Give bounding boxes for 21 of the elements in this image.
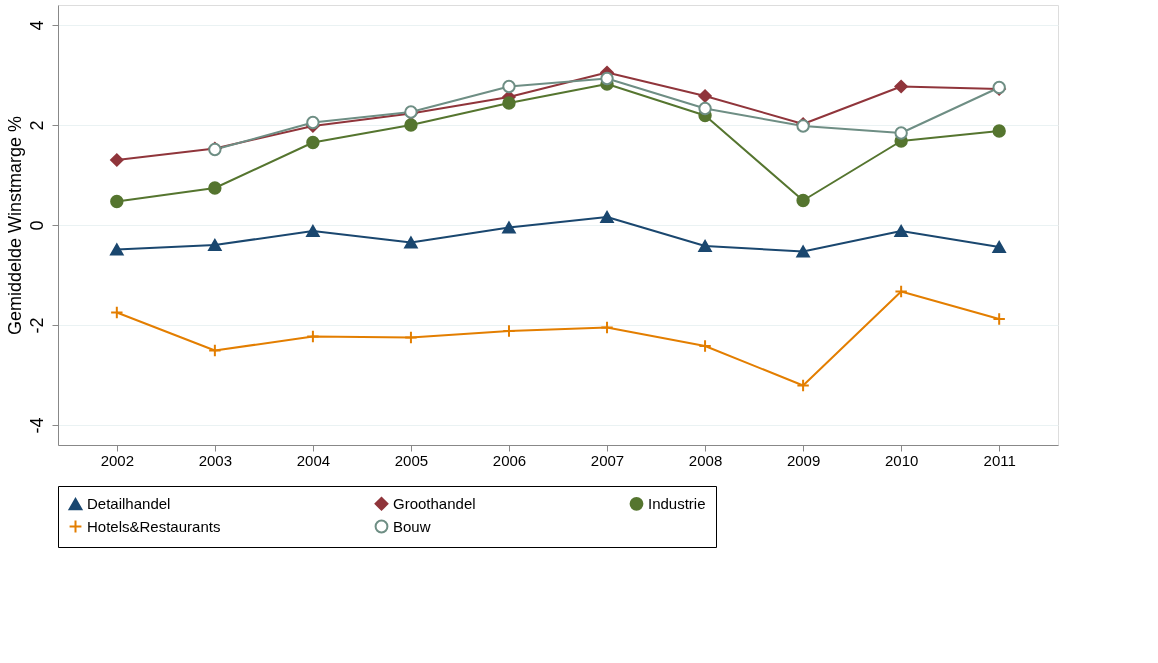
legend-label: Groothandel bbox=[393, 494, 476, 512]
x-tick-label: 2006 bbox=[492, 451, 527, 469]
x-tick-label: 2002 bbox=[100, 451, 135, 469]
legend-label: Industrie bbox=[648, 494, 706, 512]
y-tick-label: 0 bbox=[26, 220, 47, 231]
x-tick-label: 2011 bbox=[983, 451, 1016, 469]
legend-label: Detailhandel bbox=[87, 495, 171, 513]
x-tick-label: 2009 bbox=[786, 451, 821, 469]
x-tick-label: 2005 bbox=[394, 451, 429, 469]
y-tick-label: -4 bbox=[26, 417, 47, 434]
y-tick-label: 4 bbox=[26, 20, 47, 31]
y-axis-title: Gemiddelde Winstmarge % bbox=[4, 115, 25, 336]
legend-label: Hotels&Restaurants bbox=[87, 517, 221, 535]
x-tick-label: 2003 bbox=[198, 451, 233, 469]
x-tick-label: 2007 bbox=[590, 451, 625, 469]
y-tick-label: -2 bbox=[26, 317, 47, 334]
x-tick-label: 2008 bbox=[688, 451, 723, 469]
x-tick-label: 2010 bbox=[884, 451, 919, 469]
x-tick-label: 2004 bbox=[296, 451, 331, 469]
y-tick-label: 2 bbox=[26, 120, 47, 131]
legend-label: Bouw bbox=[393, 517, 431, 535]
